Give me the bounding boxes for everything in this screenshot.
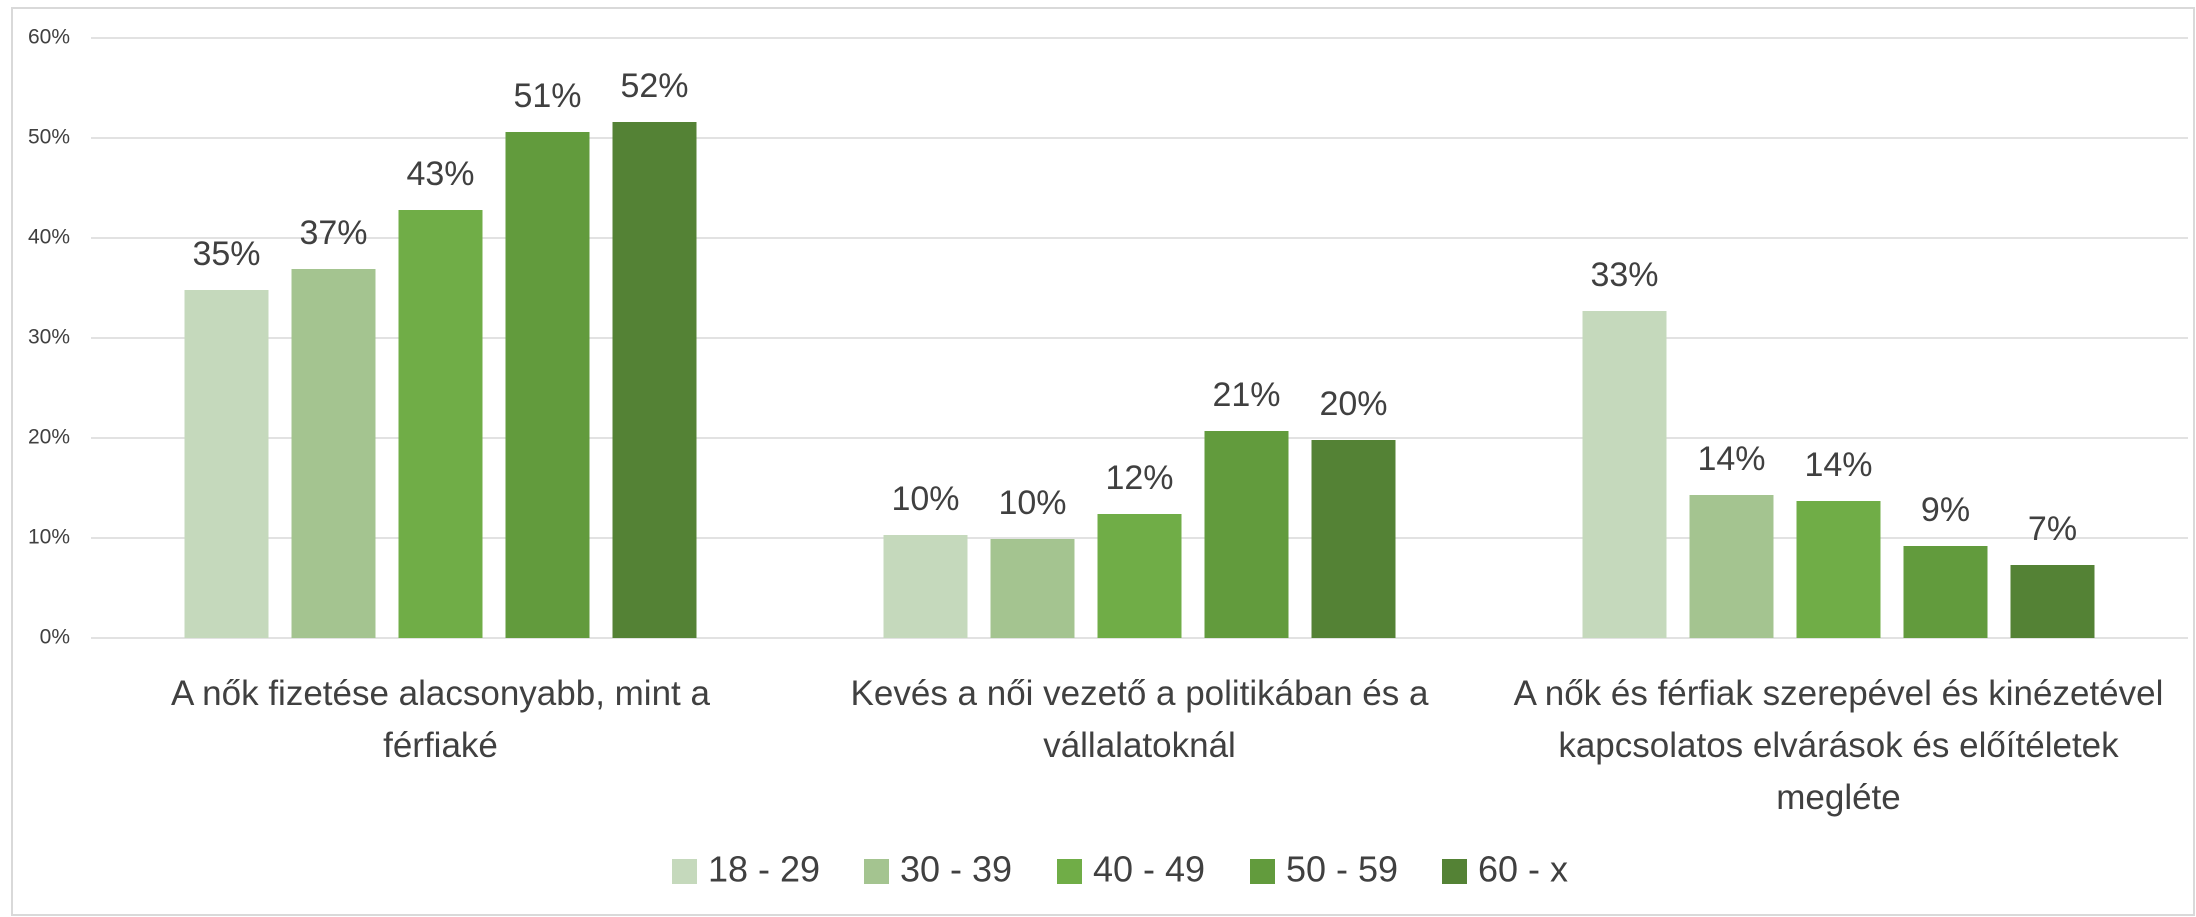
bar [1311,440,1396,638]
data-label: 21% [1212,376,1280,414]
bar [1689,495,1774,638]
legend-swatch [1250,859,1275,884]
data-label: 10% [891,480,959,518]
bar [398,210,483,638]
bar [990,539,1075,638]
legend-swatch [1057,859,1082,884]
data-label: 14% [1697,440,1765,478]
bar [1796,501,1881,638]
x-tick-label: A nők fizetése alacsonyabb, mint a férfi… [171,674,710,765]
x-tick-label: A nők és férfiak szerepével és kinézetév… [1513,674,2164,817]
data-label: 37% [299,214,367,252]
legend-swatch [672,859,697,884]
data-label: 7% [2028,510,2077,548]
legend-label: 40 - 49 [1093,849,1205,890]
legend-label: 50 - 59 [1286,849,1398,890]
data-label: 43% [406,155,474,193]
data-label: 20% [1319,385,1387,423]
bar [1903,546,1988,638]
data-label: 12% [1105,459,1173,497]
legend-label: 30 - 39 [900,849,1012,890]
y-tick-label: 40% [28,226,70,249]
bar [612,122,697,638]
data-label: 14% [1804,446,1872,484]
y-tick-label: 0% [40,626,70,649]
y-tick-label: 10% [28,526,70,549]
legend-label: 18 - 29 [708,849,820,890]
legend-label: 60 - x [1478,849,1568,890]
data-label: 52% [620,67,688,105]
data-label: 10% [998,484,1066,522]
y-tick-label: 50% [28,126,70,149]
bar [1204,431,1289,638]
data-label: 51% [513,77,581,115]
y-tick-label: 20% [28,426,70,449]
chart-frame [11,7,2195,916]
data-label: 9% [1921,491,1970,529]
legend-swatch [1442,859,1467,884]
bar [883,535,968,638]
bar [505,132,590,638]
data-label: 33% [1590,256,1658,294]
data-label: 35% [192,235,260,273]
legend-swatch [864,859,889,884]
y-tick-label: 60% [28,26,70,49]
bar [2010,565,2095,638]
y-tick-label: 30% [28,326,70,349]
bar [1582,311,1667,638]
bar [184,290,269,638]
bar [291,269,376,638]
bar [1097,514,1182,638]
x-tick-label: Kevés a női vezető a politikában és a vá… [850,674,1429,765]
